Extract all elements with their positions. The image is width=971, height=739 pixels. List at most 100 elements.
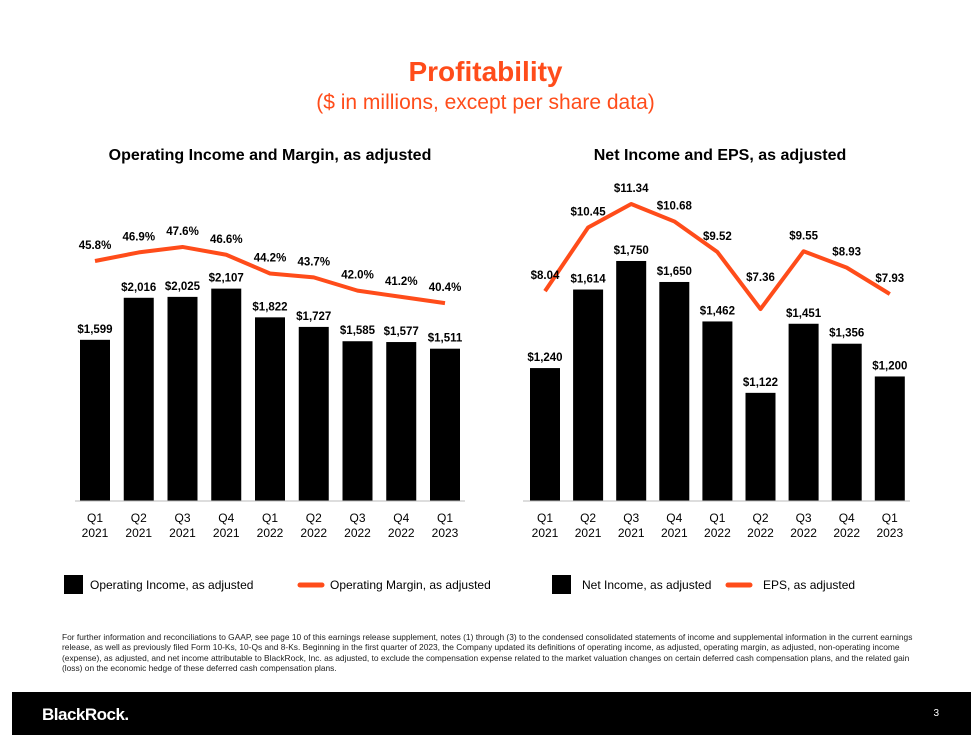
bar: [745, 392, 776, 501]
bar: [616, 260, 647, 501]
x-tick-label: Q3: [349, 511, 365, 525]
line-label: 42.0%: [341, 270, 374, 282]
bar: [255, 317, 285, 501]
bar-label: $1,577: [384, 326, 419, 338]
x-tick-label: 2022: [790, 526, 817, 540]
bar-label: $1,614: [571, 274, 607, 286]
x-tick-label: 2021: [125, 526, 152, 540]
x-tick-label: Q3: [174, 511, 190, 525]
line-label: 43.7%: [297, 256, 330, 268]
line-label: $9.55: [789, 230, 818, 242]
x-tick-label: 2023: [432, 526, 459, 540]
x-tick-label: 2021: [575, 526, 602, 540]
x-tick-label: 2022: [388, 526, 415, 540]
x-tick-label: Q4: [218, 511, 234, 525]
x-tick-label: Q1: [709, 511, 725, 525]
line-label: 45.8%: [79, 240, 112, 252]
legend-label: Net Income, as adjusted: [582, 578, 711, 592]
x-tick-label: Q1: [537, 511, 553, 525]
x-tick-label: 2021: [169, 526, 196, 540]
chart-title: Net Income and EPS, as adjusted: [594, 147, 847, 164]
x-tick-label: Q2: [580, 511, 596, 525]
line-label: 46.6%: [210, 234, 243, 246]
legend-bar-swatch: [552, 575, 571, 594]
bar-label: $1,122: [743, 377, 778, 389]
footnote: For further information and reconciliati…: [62, 632, 913, 674]
bar: [211, 288, 242, 501]
bar: [430, 348, 460, 501]
line-label: $10.45: [571, 206, 607, 218]
bar-label: $1,451: [786, 308, 822, 320]
x-tick-label: 2022: [344, 526, 371, 540]
bar: [573, 289, 604, 501]
legend-bar-swatch: [64, 575, 83, 594]
bar: [167, 296, 198, 501]
x-tick-label: 2022: [833, 526, 860, 540]
bar: [659, 281, 690, 501]
x-tick-label: Q1: [437, 511, 453, 525]
x-tick-label: Q4: [393, 511, 409, 525]
x-tick-label: 2022: [747, 526, 774, 540]
bar-label: $1,240: [527, 352, 562, 364]
x-tick-label: Q2: [306, 511, 322, 525]
line-label: $11.34: [614, 183, 649, 195]
bar: [530, 368, 560, 501]
line-label: 46.9%: [122, 231, 155, 243]
bar-label: $1,200: [872, 360, 907, 372]
footer-band: BlackRock. 3: [12, 692, 971, 735]
line-label: $9.52: [703, 231, 732, 243]
bar-label: $1,356: [829, 328, 864, 340]
line-label: $7.93: [875, 273, 904, 285]
blackrock-logo: BlackRock.: [42, 705, 129, 724]
line-label: $10.68: [657, 200, 693, 212]
x-tick-label: 2022: [300, 526, 327, 540]
bar: [123, 297, 154, 501]
x-tick-label: Q1: [87, 511, 103, 525]
line-label: 44.2%: [254, 252, 287, 264]
bar-label: $2,107: [209, 273, 244, 285]
x-tick-label: Q3: [623, 511, 639, 525]
x-tick-label: Q4: [666, 511, 682, 525]
bar-label: $1,462: [700, 305, 735, 317]
charts: Operating Income and Margin, as adjusted…: [64, 147, 910, 594]
bar-label: $1,585: [340, 325, 376, 337]
x-tick-label: Q2: [752, 511, 768, 525]
bar-label: $1,727: [296, 311, 331, 323]
bar-label: $1,599: [77, 324, 112, 336]
x-tick-label: 2021: [618, 526, 645, 540]
x-tick-label: Q1: [882, 511, 898, 525]
page-number: 3: [933, 708, 939, 719]
bar: [874, 376, 905, 501]
bar: [788, 323, 819, 501]
x-tick-label: 2021: [661, 526, 688, 540]
legend-label: Operating Margin, as adjusted: [330, 578, 491, 592]
x-tick-label: 2022: [704, 526, 731, 540]
line-label: 41.2%: [385, 276, 418, 288]
bar: [702, 321, 733, 501]
page-subtitle: ($ in millions, except per share data): [316, 91, 655, 114]
bar: [342, 341, 373, 501]
bar-label: $2,025: [165, 281, 201, 293]
legend-label: EPS, as adjusted: [763, 578, 855, 592]
x-tick-label: Q1: [262, 511, 278, 525]
line-label: $8.93: [832, 247, 861, 259]
bar-label: $2,016: [121, 282, 156, 294]
x-tick-label: 2023: [876, 526, 903, 540]
line-label: 40.4%: [429, 282, 462, 294]
bar: [80, 339, 110, 501]
bar-label: $1,822: [252, 301, 287, 313]
bar-label: $1,650: [657, 266, 692, 278]
bar-label: $1,750: [614, 245, 649, 257]
x-tick-label: Q4: [839, 511, 855, 525]
x-tick-label: 2021: [82, 526, 109, 540]
line-label: $8.04: [531, 270, 560, 282]
x-tick-label: 2021: [213, 526, 240, 540]
line-label: $7.36: [746, 272, 775, 284]
bar: [298, 326, 329, 501]
bar: [386, 342, 417, 501]
line-series: [94, 244, 446, 306]
line-label: 47.6%: [166, 226, 199, 238]
legend-label: Operating Income, as adjusted: [90, 578, 253, 592]
x-tick-label: 2022: [257, 526, 284, 540]
bar-label: $1,511: [428, 333, 463, 345]
